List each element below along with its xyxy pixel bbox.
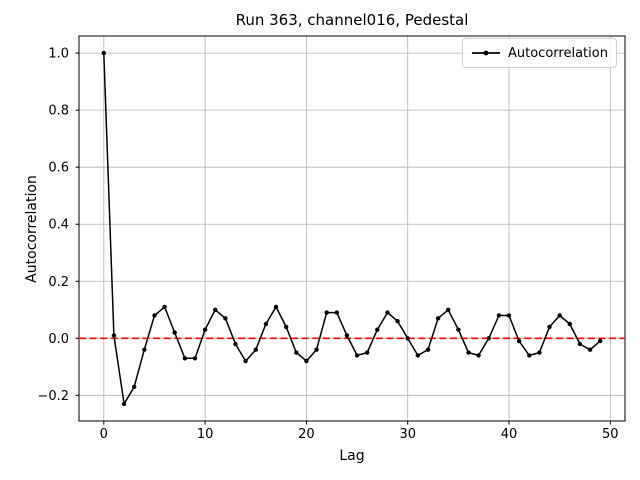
data-point-marker [294, 350, 299, 355]
y-tick-label: 1.0 [48, 47, 69, 62]
data-point-marker [233, 341, 238, 347]
data-point-marker [557, 313, 562, 318]
data-point-marker [132, 384, 137, 389]
data-point-marker [587, 347, 593, 352]
data-point-marker [152, 313, 157, 318]
data-point-marker [446, 307, 451, 312]
y-tick-label: 0.6 [48, 161, 69, 176]
data-point-marker [486, 336, 491, 341]
data-point-marker [527, 353, 532, 358]
data-point-marker [324, 310, 329, 315]
data-point-marker [121, 401, 127, 407]
x-axis-label: Lag [339, 448, 365, 464]
data-point-marker [273, 304, 279, 310]
data-point-marker [314, 347, 319, 352]
data-point-marker [516, 338, 522, 344]
x-tick-label: 40 [501, 427, 518, 442]
data-point-marker [547, 324, 552, 330]
data-point-marker [354, 353, 360, 358]
y-tick-label: 0.4 [48, 218, 69, 233]
x-tick-labels: 0 10 20 30 40 50 [100, 427, 619, 442]
data-point-marker [182, 356, 188, 361]
axes-spines [78, 35, 626, 422]
data-point-marker [284, 324, 289, 330]
x-gridlines [103, 36, 611, 421]
data-point-marker [304, 358, 309, 364]
data-point-marker [111, 333, 117, 338]
data-point-marker [375, 327, 380, 332]
data-point-marker [598, 338, 603, 344]
legend-label: Autocorrelation [508, 45, 608, 61]
x-tick-label: 20 [298, 427, 315, 442]
y-tick-label: 0.8 [48, 104, 69, 119]
autocorrelation-series-markers [101, 50, 603, 407]
legend: Autocorrelation [462, 38, 617, 68]
data-point-marker [496, 313, 502, 318]
x-tick-label: 10 [197, 427, 214, 442]
data-point-marker [435, 316, 441, 321]
data-point-marker [395, 319, 400, 324]
data-point-marker [142, 347, 147, 352]
data-point-marker [425, 347, 431, 352]
data-point-marker [405, 336, 410, 341]
data-point-marker [456, 327, 461, 332]
x-tick-marks [103, 421, 611, 425]
data-point-marker [213, 307, 218, 312]
data-point-marker [223, 316, 228, 321]
y-tick-label: 0.0 [48, 332, 69, 347]
data-point-marker [253, 347, 258, 352]
x-tick-label: 50 [602, 427, 619, 442]
y-tick-label: −0.2 [37, 389, 69, 404]
legend-line-sample-icon [472, 50, 500, 56]
y-tick-labels: 1.0 0.8 0.6 0.4 0.2 0.0 −0.2 [37, 47, 69, 404]
x-tick-label: 0 [100, 427, 108, 442]
data-point-marker [415, 353, 420, 358]
data-point-marker [476, 353, 481, 358]
data-point-marker [172, 330, 177, 335]
data-point-marker [577, 341, 583, 347]
y-tick-label: 0.2 [48, 275, 69, 290]
chart-title: Run 363, channel016, Pedestal [235, 11, 469, 29]
data-point-marker [365, 350, 370, 355]
data-point-marker [385, 310, 390, 315]
data-point-marker [162, 304, 167, 310]
data-point-marker [192, 356, 198, 361]
data-point-marker [344, 333, 350, 338]
y-tick-marks [75, 52, 79, 396]
data-point-marker [101, 50, 107, 56]
data-point-marker [243, 358, 248, 364]
data-point-marker [466, 350, 471, 355]
autocorrelation-series-line [103, 53, 601, 405]
data-point-marker [334, 310, 339, 315]
data-point-marker [567, 321, 572, 327]
data-point-marker [506, 313, 512, 318]
x-tick-label: 30 [399, 427, 416, 442]
data-point-marker [537, 350, 542, 355]
data-point-marker [263, 321, 269, 327]
data-point-marker [202, 327, 208, 332]
